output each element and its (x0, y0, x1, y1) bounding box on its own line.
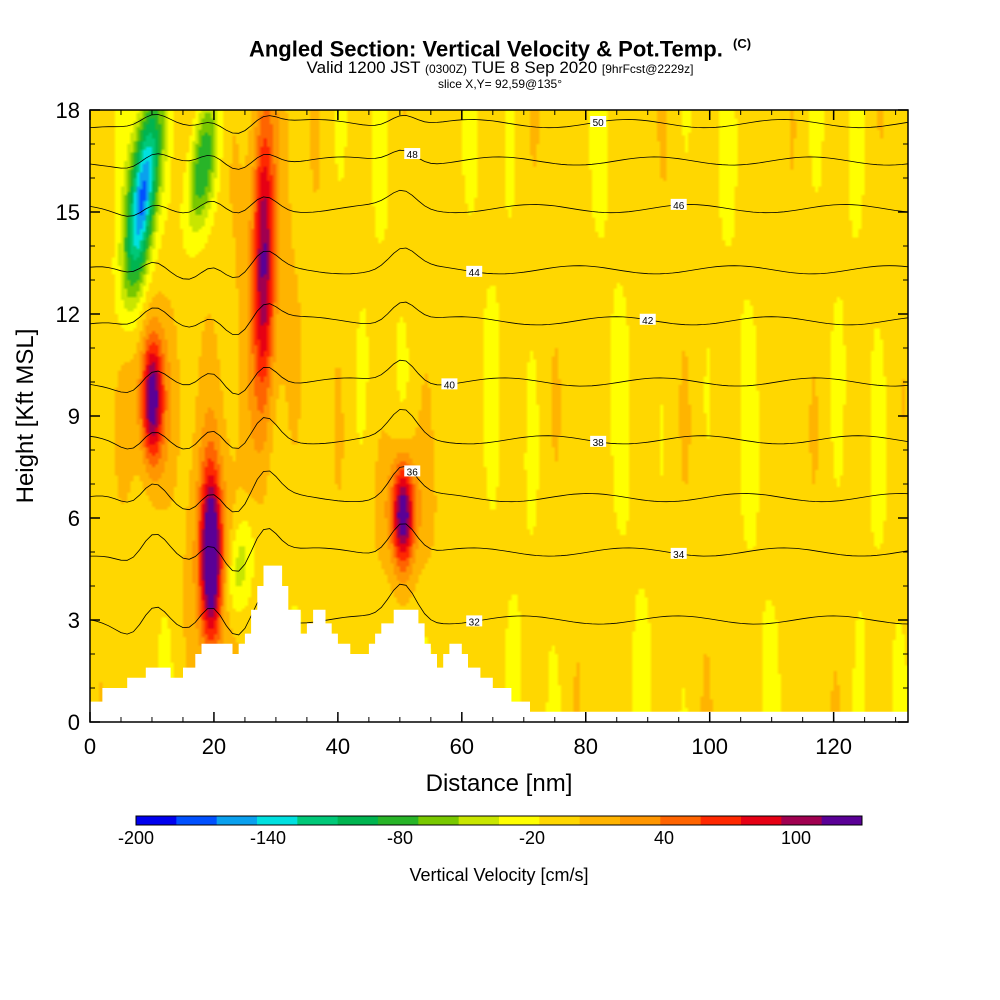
contour-label: 46 (673, 201, 685, 212)
valid-date: TUE 8 Sep 2020 (471, 58, 598, 77)
x-tick-label: 80 (574, 734, 598, 759)
x-tick-label: 0 (84, 734, 96, 759)
contour-line (90, 465, 908, 513)
colorbar-swatch (660, 816, 702, 825)
contour-label-box (404, 465, 421, 477)
contour-line (90, 409, 908, 450)
contour-label: 50 (593, 118, 605, 129)
colorbar-swatch (620, 816, 661, 825)
contour-label: 38 (593, 438, 605, 449)
potential-temperature-contours: 32 34 36 38 40 42 44 46 48 50 (90, 114, 908, 636)
colorbar-frame (135, 815, 863, 826)
colorbar-swatch (499, 816, 540, 825)
colorbar-tick-label: 40 (654, 828, 674, 848)
contour-line (90, 149, 908, 170)
y-tick-label: 3 (68, 608, 80, 633)
contour-label: 48 (407, 150, 419, 161)
contour-label-box (404, 148, 421, 160)
y-tick-label: 0 (68, 710, 80, 735)
contour-label-box (670, 198, 687, 210)
colorbar-swatch (700, 816, 742, 825)
colorbar-tick-label: -20 (519, 828, 545, 848)
forecast-info: [9hrFcst@2229z] (601, 62, 694, 76)
y-tick-label: 18 (56, 98, 80, 123)
contour-label-box (590, 435, 607, 447)
colorbar-tick-label: 100 (781, 828, 811, 848)
contour-label: 40 (444, 380, 456, 391)
x-tick-label: 40 (326, 734, 350, 759)
vertical-velocity-field (90, 110, 908, 722)
x-tick-label: 20 (202, 734, 226, 759)
contour-line (90, 523, 908, 572)
contour-label: 32 (469, 617, 481, 628)
colorbar-swatch (781, 816, 823, 825)
contour-line (90, 189, 908, 217)
y-tick-label: 15 (56, 200, 80, 225)
x-tick-label: 100 (691, 734, 728, 759)
colorbar-swatch (378, 816, 419, 825)
colorbar-swatch (579, 816, 621, 825)
colorbar-swatch (136, 816, 177, 825)
chart-title-text: Angled Section: Vertical Velocity & Pot.… (248, 36, 723, 62)
chart-title-tag: (C) (733, 36, 752, 51)
contour-line (90, 247, 908, 280)
x-axis-label: Distance [nm] (426, 770, 573, 797)
contour-line (90, 359, 908, 395)
terrain (90, 565, 908, 722)
contour-label: 42 (642, 316, 654, 327)
colorbar-swatch (418, 816, 460, 825)
colorbar-swatch (741, 816, 782, 825)
valid-time: Valid 1200 JST (306, 58, 421, 77)
contour-label-box (466, 615, 483, 627)
contour-label-box (466, 265, 483, 277)
colorbar-swatch (297, 816, 339, 825)
contour-label-box (639, 313, 656, 325)
colorbar-swatch (539, 816, 581, 825)
x-tick-label: 120 (815, 734, 852, 759)
y-tick-label: 9 (68, 404, 80, 429)
contour-label-box (441, 378, 458, 390)
contour-label: 36 (407, 467, 419, 478)
x-tick-label: 60 (450, 734, 474, 759)
colorbar-swatch (216, 816, 258, 825)
colorbar-swatch (257, 816, 298, 825)
colorbar-swatch (176, 816, 218, 825)
colorbar-tick-label: -80 (387, 828, 413, 848)
y-tick-label: 6 (68, 506, 80, 531)
colorbar-swatch (458, 816, 500, 825)
slice-info: slice X,Y= 92,59@135° (437, 77, 563, 91)
colorbar-swatch (337, 816, 379, 825)
colorbar-label: Vertical Velocity [cm/s] (409, 865, 588, 885)
colorbar-swatch (821, 816, 863, 825)
chart-title: Angled Section: Vertical Velocity & Pot.… (0, 36, 1000, 62)
colorbar-tick-label: -200 (118, 828, 154, 848)
contour-line (90, 583, 908, 636)
y-tick-label: 12 (56, 302, 80, 327)
colorbar-tick-label: -140 (250, 828, 286, 848)
chart-subtitle: Valid 1200 JST (0300Z) TUE 8 Sep 2020 [9… (0, 58, 1000, 78)
y-axis-label: Height [Kft MSL] (12, 329, 39, 504)
valid-zulu: (0300Z) (425, 62, 468, 76)
contour-label-box (670, 547, 687, 559)
contour-label-box (590, 116, 607, 128)
contour-label: 34 (673, 550, 685, 561)
contour-line (90, 114, 908, 134)
colorbar: -200 -140 -80 -20 40 100 (118, 815, 863, 848)
contour-label: 44 (469, 268, 481, 279)
contour-line (90, 301, 908, 335)
